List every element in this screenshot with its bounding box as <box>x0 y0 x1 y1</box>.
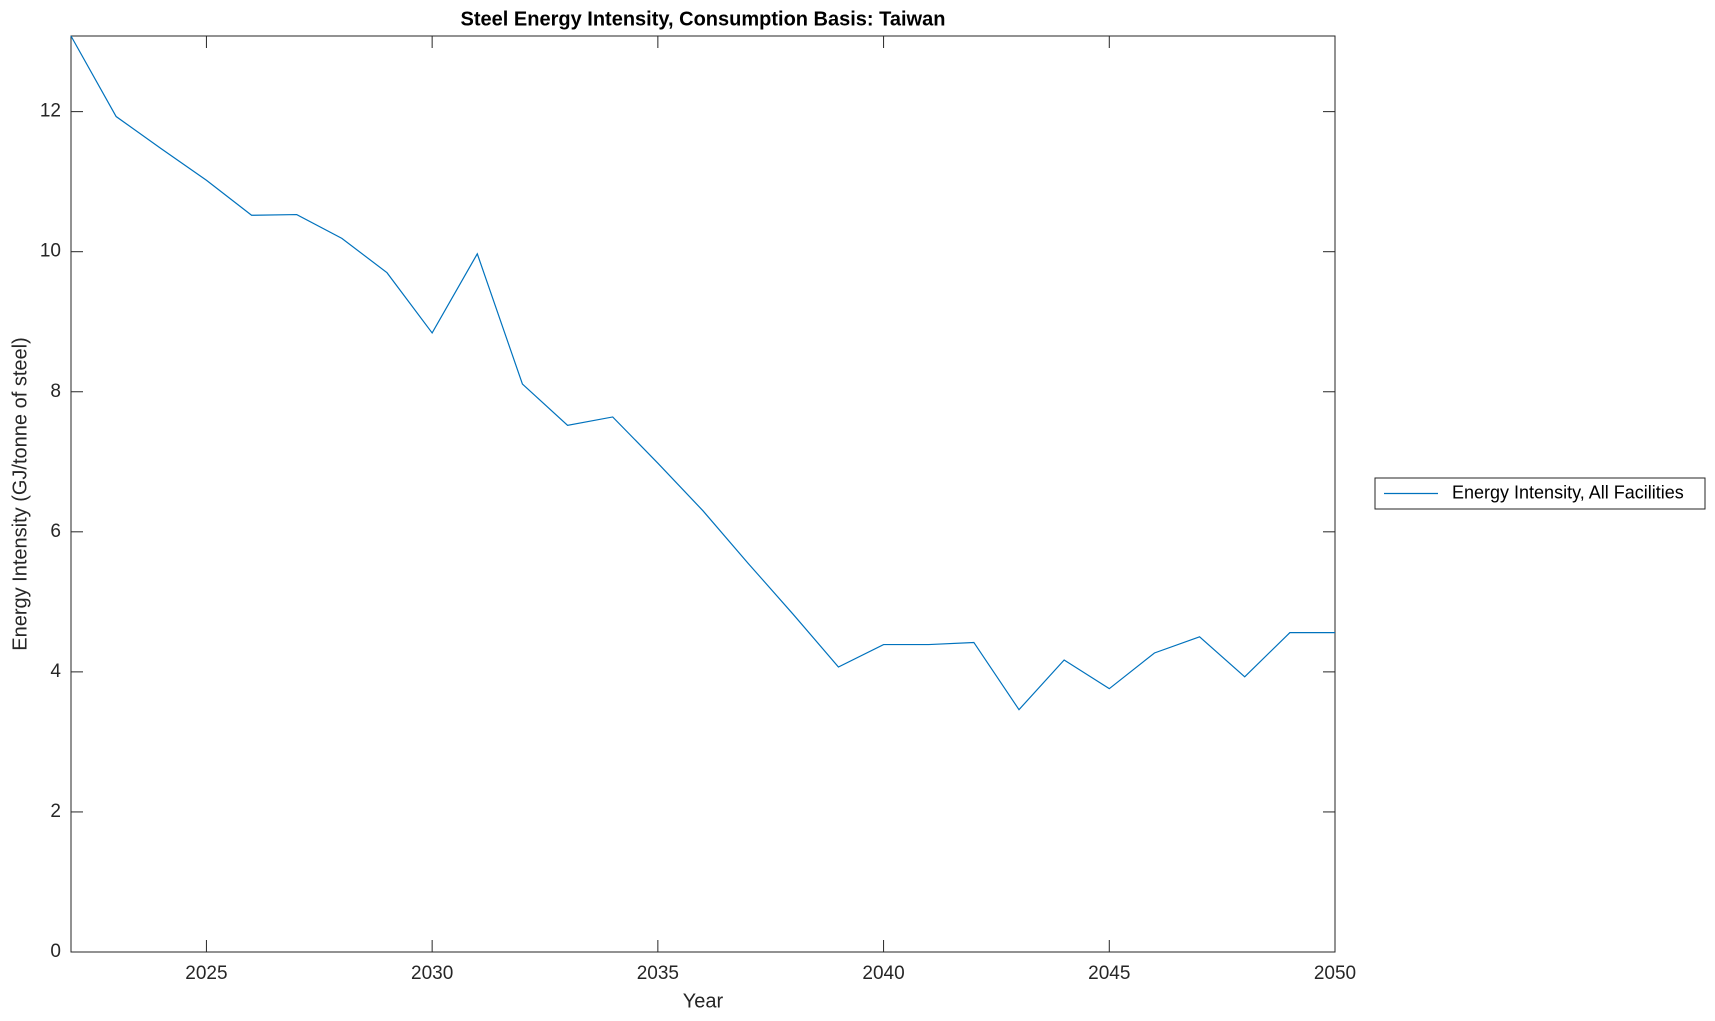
y-tick-label: 8 <box>50 381 61 402</box>
x-tick-label: 2025 <box>185 963 227 984</box>
chart-title: Steel Energy Intensity, Consumption Basi… <box>461 8 946 30</box>
y-tick-label: 2 <box>50 801 61 822</box>
y-axis-label: Energy Intensity (GJ/tonne of steel) <box>9 337 31 651</box>
x-tick-label: 2035 <box>637 963 679 984</box>
x-tick-label: 2040 <box>862 963 904 984</box>
y-tick-label: 0 <box>50 941 61 962</box>
x-tick-label: 2050 <box>1314 963 1356 984</box>
x-tick-label: 2045 <box>1088 963 1130 984</box>
legend: Energy Intensity, All Facilities <box>1374 477 1706 510</box>
y-tick-label: 6 <box>50 521 61 542</box>
data-line <box>70 35 1335 711</box>
x-tick-label: 2030 <box>411 963 453 984</box>
y-tick-label: 4 <box>50 661 61 682</box>
legend-label: Energy Intensity, All Facilities <box>1452 482 1684 502</box>
x-axis-label: Year <box>683 990 724 1012</box>
y-tick-label: 10 <box>40 241 61 262</box>
y-tick-label: 12 <box>40 101 61 122</box>
plot-area <box>70 35 1336 953</box>
